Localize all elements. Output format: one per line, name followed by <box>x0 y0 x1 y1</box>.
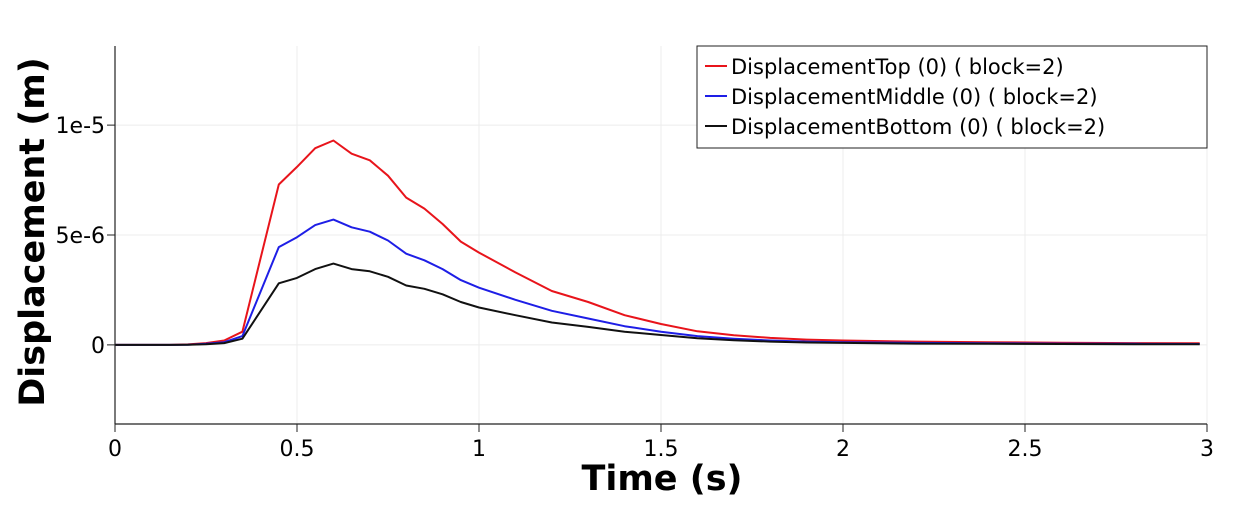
y-tick-label: 1e-5 <box>56 114 105 139</box>
series-line-1 <box>115 218 1200 346</box>
x-tick-label: 2.5 <box>1008 437 1043 462</box>
series-line-2 <box>115 262 1200 346</box>
x-tick-label: 1.5 <box>644 437 679 462</box>
y-tick-label: 5e-6 <box>56 224 105 249</box>
x-tick-label: 0.5 <box>280 437 315 462</box>
x-tick-label: 2 <box>836 437 850 462</box>
legend-label: DisplacementBottom (0) ( block=2) <box>731 115 1105 139</box>
series-lines <box>115 139 1200 346</box>
legend-box <box>696 45 1208 149</box>
x-tick-label: 0 <box>108 437 122 462</box>
y-tick-label: 0 <box>91 334 105 359</box>
x-axis-title: Time (s) <box>581 459 742 499</box>
legend-label: DisplacementTop (0) ( block=2) <box>731 55 1064 79</box>
x-tick-label: 3 <box>1200 437 1214 462</box>
legend: DisplacementTop (0) ( block=2) Displaceme… <box>696 45 1208 149</box>
series-line-0 <box>115 139 1200 346</box>
axes: 0 0.5 1 1.5 2 2.5 3 0 5e-6 1e-5 <box>56 46 1214 462</box>
x-tick-label: 1 <box>472 437 486 462</box>
y-axis-title: Displacement (m) <box>13 57 53 407</box>
legend-label: DisplacementMiddle (0) ( block=2) <box>731 85 1098 109</box>
